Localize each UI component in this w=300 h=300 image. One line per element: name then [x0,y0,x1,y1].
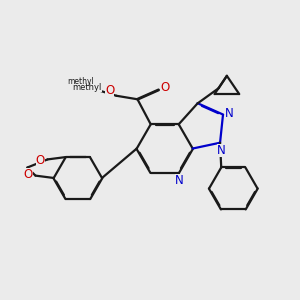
Text: O: O [160,81,170,94]
Text: N: N [225,107,234,120]
Text: O: O [35,154,45,167]
Text: O: O [105,84,114,97]
Text: methyl: methyl [67,77,94,86]
Text: N: N [217,145,226,158]
Text: O: O [23,168,33,181]
Text: methyl: methyl [72,83,101,92]
Text: N: N [175,174,184,187]
